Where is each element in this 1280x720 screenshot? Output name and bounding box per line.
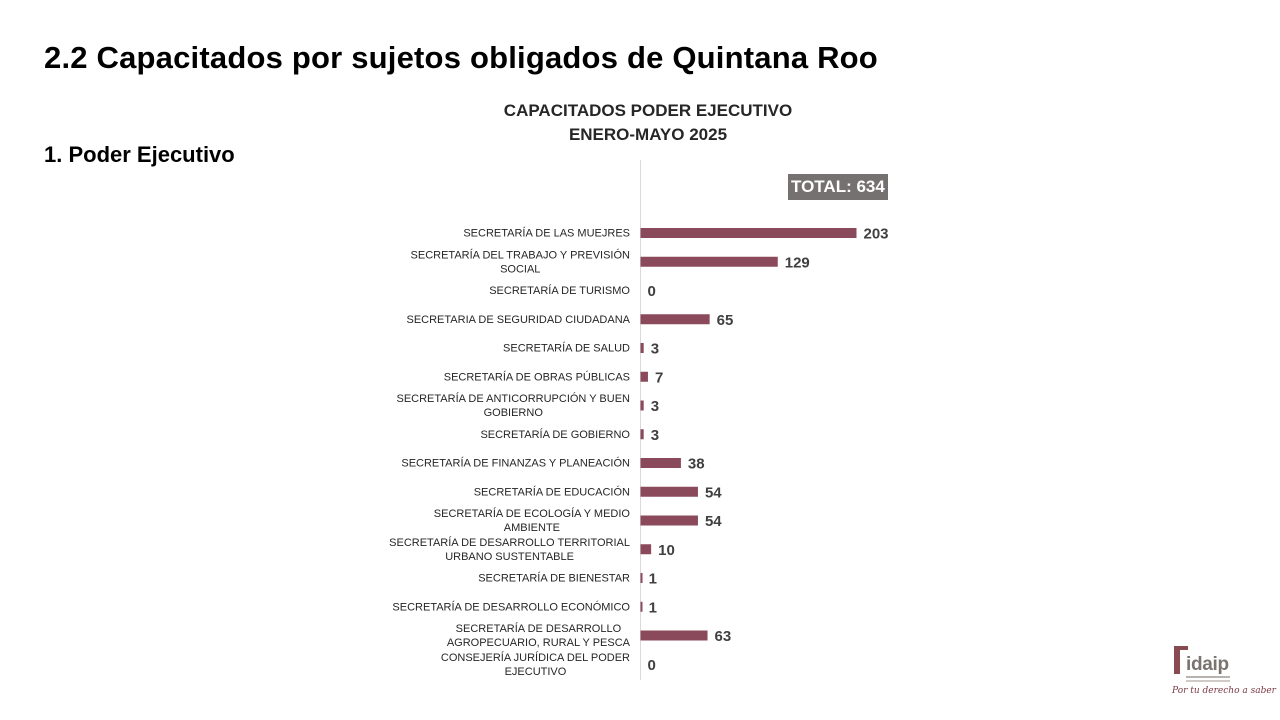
data-label: 0 [648, 283, 656, 300]
logo-rule-2 [1186, 680, 1230, 682]
data-label: 0 [648, 657, 656, 674]
category-label: SECRETARÍA DE OBRAS PÚBLICAS [444, 370, 630, 383]
data-label: 3 [651, 341, 659, 358]
category-label: SECRETARÍA DEL TRABAJO Y PREVISIÓN SOCIAL [411, 248, 631, 275]
bar [640, 400, 644, 411]
category-label: SECRETARÍA DE EDUCACIÓN [474, 485, 630, 498]
category-label: SECRETARÍA DE ECOLOGÍA Y MEDIO AMBIENTE [434, 507, 631, 534]
category-label: SECRETARÍA DE LAS MUEJRES [463, 227, 630, 240]
data-label: 3 [651, 427, 659, 444]
section-heading: 1. Poder Ejecutivo [44, 142, 235, 167]
data-label: 7 [655, 369, 663, 386]
data-label: 65 [717, 312, 734, 329]
chart-title-line-1: CAPACITADOS PODER EJECUTIVO [503, 101, 793, 120]
logo-mark-bar [1174, 650, 1180, 674]
logo-slogan: Por tu derecho a saber [1172, 686, 1276, 696]
category-label: SECRETARÍA DE GOBIERNO [480, 428, 630, 441]
logo-rule [1186, 676, 1230, 678]
slide-title: 2.2 Capacitados por sujetos obligados de… [44, 40, 878, 75]
data-label: 129 [785, 254, 810, 271]
bar [640, 256, 778, 267]
chart-title-line-2: ENERO-MAYO 2025 [568, 125, 728, 144]
category-label: SECRETARÍA DE FINANZAS Y PLANEACIÓN [401, 457, 630, 470]
data-label: 203 [864, 226, 889, 243]
data-label: 54 [705, 513, 722, 530]
bar [640, 486, 698, 497]
bar [640, 630, 708, 641]
bar [640, 573, 643, 583]
total-badge: TOTAL: 634 [788, 174, 888, 200]
logo-text: idaip [1186, 654, 1229, 675]
category-label: SECRETARÍA DE DESARROLLO ECONÓMICO [392, 600, 630, 613]
category-label: SECRETARÍA DE DESARROLLO TERRITORIAL URBA… [389, 536, 630, 563]
category-label: SECRETARÍA DE SALUD [503, 342, 630, 355]
bar [640, 458, 681, 468]
bar [640, 314, 710, 325]
bar [640, 544, 652, 555]
bar [640, 515, 698, 526]
bar [640, 228, 857, 238]
bar [640, 429, 644, 440]
bar [640, 371, 648, 382]
bar [640, 343, 644, 353]
logo-mark-top [1174, 646, 1188, 650]
category-label: SECRETARÍA DE DESARROLLO AGROPECUARIO, RU… [447, 622, 631, 649]
category-label: SECRETARÍA DE BIENESTAR [478, 572, 630, 585]
category-label: SECRETARÍA DE TURISMO [489, 284, 630, 297]
data-label: 10 [658, 542, 675, 559]
data-label: 54 [705, 484, 722, 501]
data-label: 3 [651, 398, 659, 415]
category-label: SECRETARÍA DE ANTICORRUPCIÓN Y BUEN GOBIE… [397, 392, 631, 419]
data-label: 1 [649, 571, 657, 588]
data-label: 1 [649, 599, 657, 616]
category-label: CONSEJERÍA JURÍDICA DEL PODER EJECUTIVO [441, 651, 630, 678]
category-label: SECRETARIA DE SEGURIDAD CIUDADANA [406, 314, 630, 326]
data-label: 63 [715, 628, 732, 645]
bar [640, 601, 643, 612]
data-label: 38 [688, 456, 705, 473]
